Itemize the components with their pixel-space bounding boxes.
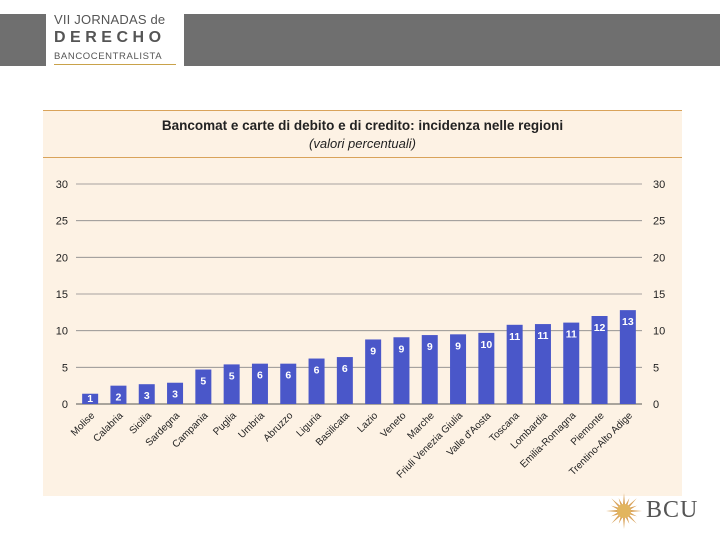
bcu-logo-text: BCU	[646, 497, 699, 523]
sun-emblem-icon	[606, 493, 642, 529]
bar	[534, 324, 551, 404]
bar-data-label: 11	[509, 331, 520, 343]
bar	[336, 357, 353, 404]
bar	[167, 382, 184, 404]
chart-title-box	[43, 110, 682, 158]
x-category-label: Lazio	[356, 410, 381, 435]
x-category-label: Calabria	[91, 410, 125, 444]
chart-title: Bancomat e carte di debito e di credito:…	[161, 118, 564, 133]
event-logo: VII JORNADAS de DERECHO BANCOCENTRALISTA	[46, 6, 184, 68]
bar-data-label: 6	[314, 365, 320, 377]
bar	[591, 316, 608, 404]
bar-data-label: 3	[172, 389, 178, 401]
chart-subtitle: (valori percentuali)	[309, 136, 416, 151]
y-tick-label-left: 10	[56, 326, 68, 338]
bar-data-label: 10	[481, 339, 493, 351]
y-tick-label-right: 25	[653, 216, 665, 228]
bar-data-label: 6	[257, 370, 263, 382]
x-category-label: Abruzzo	[262, 410, 296, 444]
y-tick-label-right: 30	[653, 179, 665, 191]
bar	[223, 364, 240, 404]
y-tick-label-left: 30	[56, 179, 68, 191]
bar-data-label: 5	[229, 370, 235, 382]
bar	[82, 393, 99, 404]
y-tick-label-left: 5	[62, 362, 68, 374]
bar	[110, 385, 127, 404]
bar	[563, 322, 580, 404]
y-tick-label-right: 5	[653, 362, 659, 374]
x-category-label: Puglia	[211, 410, 239, 438]
bar	[308, 358, 325, 404]
bar-data-label: 11	[537, 330, 548, 342]
bar	[280, 363, 297, 404]
y-tick-label-right: 0	[653, 399, 659, 411]
x-category-label: Sicilia	[128, 410, 155, 437]
bar-data-label: 2	[116, 392, 122, 404]
bar	[506, 324, 523, 404]
bcu-logo: BCU	[604, 491, 714, 531]
bar-data-label: 9	[455, 340, 461, 352]
logo-underline	[54, 64, 176, 65]
y-tick-label-left: 0	[62, 399, 68, 411]
y-tick-label-left: 15	[56, 289, 68, 301]
bar	[393, 337, 410, 404]
bar	[450, 334, 467, 404]
bar-data-label: 13	[622, 316, 634, 328]
bar-data-label: 9	[427, 341, 433, 353]
y-tick-label-left: 20	[56, 252, 68, 264]
bar-data-label: 12	[594, 322, 606, 334]
bar-data-label: 6	[285, 370, 291, 382]
y-tick-label-right: 10	[653, 326, 665, 338]
y-tick-label-left: 25	[56, 216, 68, 228]
chart-panel: Bancomat e carte di debito e di credito:…	[43, 110, 682, 496]
bar	[195, 369, 212, 404]
logo-line-3: BANCOCENTRALISTA	[54, 51, 163, 62]
x-category-label: Veneto	[379, 410, 409, 440]
y-tick-label-right: 15	[653, 289, 665, 301]
bar-data-label: 1	[87, 393, 93, 405]
bar-data-label: 6	[342, 363, 348, 375]
bar	[619, 310, 636, 404]
bar-data-label: 5	[200, 376, 206, 388]
bar	[251, 363, 268, 404]
logo-line-2: DERECHO	[54, 29, 166, 46]
bar	[478, 332, 495, 404]
logo-line-1: VII JORNADAS de	[54, 12, 166, 27]
bar-data-label: 3	[144, 390, 150, 402]
bar-data-label: 9	[370, 345, 376, 357]
bar	[421, 335, 438, 404]
bar-data-label: 9	[399, 343, 405, 355]
bar-data-label: 11	[566, 329, 577, 341]
bar	[138, 384, 155, 404]
bar	[365, 339, 382, 404]
y-tick-label-right: 20	[653, 252, 665, 264]
